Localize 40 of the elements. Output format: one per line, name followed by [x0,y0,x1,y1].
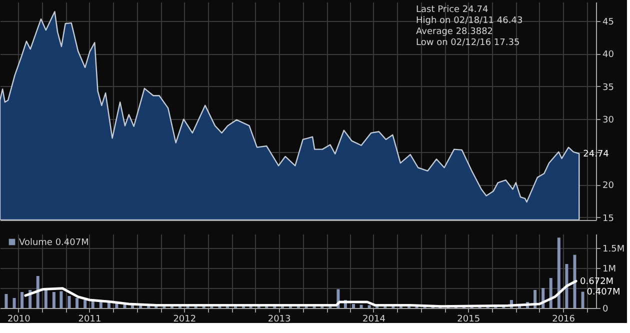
line-series [24,280,578,308]
bar [68,296,71,308]
bar [20,292,24,308]
bar [76,298,79,308]
bar [352,304,355,308]
legend-label: Volume 0.407M [19,238,89,248]
annotation: Low on 02/12/16 17.35 [416,38,520,48]
bar [60,291,63,308]
x-tick-label: 2012 [173,314,196,324]
x-tick-label: 2015 [457,314,480,324]
bar [565,264,568,308]
bar [84,300,87,308]
y-tick-label: 1.5M [602,244,625,254]
x-tick-label: 2010 [7,314,31,324]
bar [36,276,40,308]
bar [4,294,8,308]
y-tick-label: 20 [602,181,614,192]
x-tick-label: 2013 [268,314,291,324]
bar [573,254,576,308]
y-tick-label: 0 [602,304,608,314]
bar [549,278,552,308]
annotation: Last Price 24.74 [416,5,488,15]
x-tick-label: 2011 [78,314,102,324]
y-tick-label: 45 [602,17,614,28]
bar [52,292,56,308]
y-tick-label: 40 [602,50,614,60]
bar [581,292,584,308]
y-tick-label: 30 [602,116,614,126]
bar [360,304,363,308]
annotation: High on 02/18/11 46.43 [416,16,523,26]
x-tick-label: 2016 [552,314,576,324]
y-tick-label: 15 [602,214,614,224]
x-tick-label: 2014 [362,314,386,324]
bar [368,305,371,308]
bar [44,290,48,308]
annotation: Average 28.3882 [416,27,494,37]
bar [557,238,560,308]
y-tick-label: 1M [602,264,616,274]
y-tick-label: 35 [602,82,614,93]
bar [12,298,16,308]
